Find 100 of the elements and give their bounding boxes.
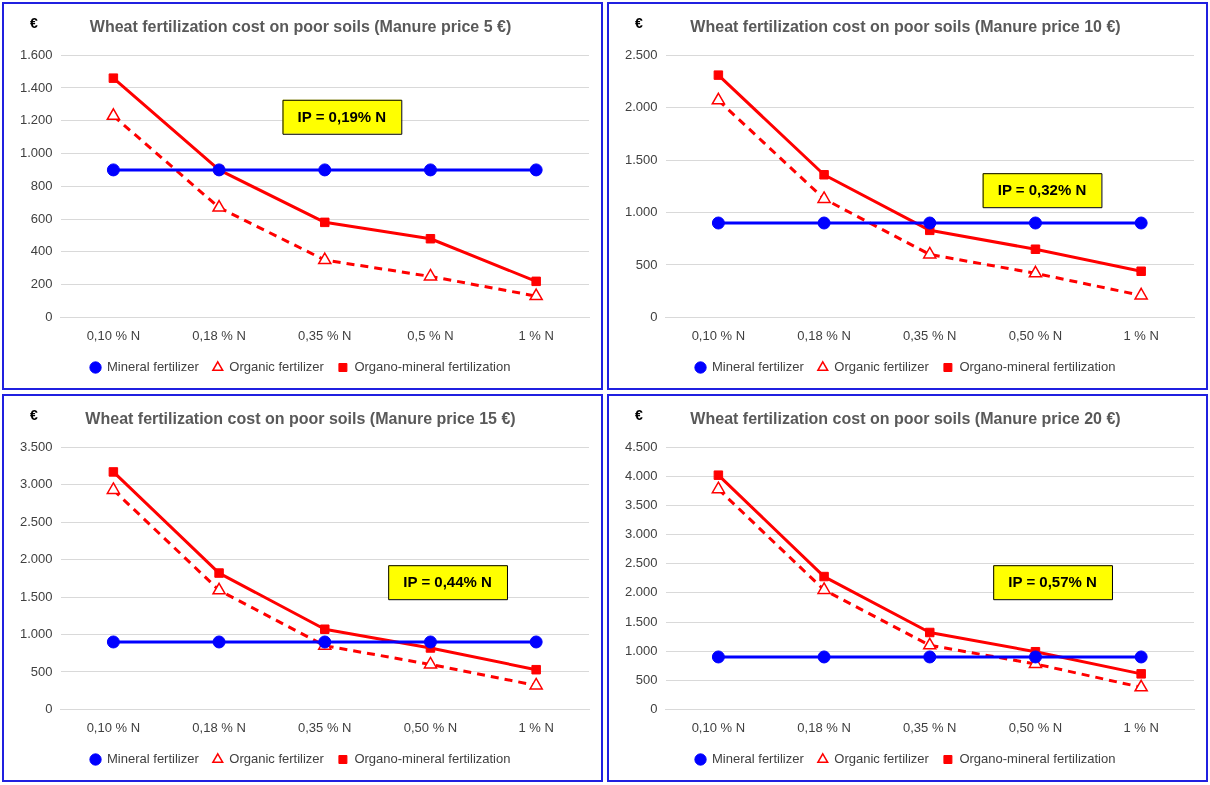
point [819,170,829,180]
x-tick-label: 1 % N [1123,327,1159,343]
x-tick-label: 1 % N [1123,719,1159,735]
x-tick-label: 0,18 % N [797,327,851,343]
y-tick-label: 1.500 [624,151,658,167]
y-tick-label: 1.000 [624,642,658,658]
point [106,108,121,121]
point [1028,650,1042,664]
y-tick-label: 600 [30,210,53,226]
y-tick-label: 1.000 [624,204,658,220]
y-tick-label: 1.500 [19,588,53,604]
y-tick-label: 2.000 [19,551,53,567]
legend-label: Organo-mineral fertilization [959,359,1116,375]
annotation: IP = 0,19% N [297,107,387,125]
legend-label: Organic fertilizer [229,751,325,767]
point [923,650,937,664]
point [1134,650,1148,664]
point [817,216,831,230]
point [713,470,724,480]
point [212,582,226,595]
legend-label: Mineral fertilizer [712,359,805,375]
annotation: IP = 0,32% N [997,181,1087,199]
legend-label: Organic fertilizer [834,359,930,375]
chart-title: Wheat fertilization cost on poor soils (Manure price 20 €) [690,410,1121,428]
point [425,234,436,244]
point [711,216,725,230]
point [106,482,121,495]
annotation: IP = 0,57% N [1008,573,1097,591]
point [320,624,330,634]
y-axis-title: € [635,14,643,31]
point [318,163,332,177]
x-tick-label: 0,10 % N [691,327,746,343]
x-tick-label: 0,35 % N [903,327,957,343]
y-tick-label: 1.000 [19,145,53,161]
x-tick-label: 0,10 % N [86,327,141,343]
chart-title: Wheat fertilization cost on poor soils (Manure price 15 €) [85,410,516,428]
point [529,635,543,649]
point [817,191,831,204]
point [713,70,724,80]
y-tick-label: 1.500 [624,613,658,629]
point [1134,679,1148,692]
legend-label: Organo-mineral fertilization [959,751,1116,767]
point [817,582,831,595]
legend-label: Mineral fertilizer [712,751,805,767]
y-tick-label: 500 [635,256,658,272]
y-tick-label: 800 [30,177,53,193]
y-tick-label: 2.500 [19,513,53,529]
x-tick-label: 0,35 % N [298,327,352,343]
point [711,481,726,494]
x-tick-label: 0,18 % N [192,719,246,735]
point [711,92,726,105]
point [212,635,226,649]
y-tick-label: 0 [650,700,658,716]
point [529,163,543,177]
point [1028,216,1042,230]
point [925,627,935,638]
annotation: IP = 0,44% N [403,573,492,591]
y-tick-label: 200 [30,276,53,292]
chart-title: Wheat fertilization cost on poor soils (Manure price 5 €) [89,18,512,36]
y-axis-title: € [30,14,38,31]
y-tick-label: 500 [30,663,53,679]
point [817,650,831,664]
point [423,656,438,669]
point [320,217,330,228]
point [1136,266,1146,276]
legend-label: Mineral fertilizer [107,751,200,767]
chart-title: Wheat fertilization cost on poor soils (Manure price 10 €) [690,18,1121,36]
y-tick-label: 2.500 [624,555,658,571]
y-tick-label: 2.000 [624,99,658,115]
x-tick-label: 0,35 % N [903,719,957,735]
x-tick-label: 1 % N [518,719,554,735]
y-tick-label: 4.500 [624,438,658,454]
x-tick-label: 0,5 % N [407,327,454,343]
y-tick-label: 0 [45,308,53,324]
point [711,650,725,664]
x-tick-label: 0,50 % N [403,719,458,735]
point [212,199,226,212]
x-tick-label: 0,35 % N [298,719,352,735]
point [1134,287,1148,300]
point [214,568,224,578]
y-tick-label: 1.400 [19,79,53,95]
point [423,163,437,177]
y-axis-title: € [30,406,38,423]
x-tick-label: 0,10 % N [691,719,746,735]
y-tick-label: 0 [45,700,53,716]
y-tick-label: 1.600 [19,46,53,62]
legend-label: Organo-mineral fertilization [354,359,511,375]
y-tick-label: 4.000 [624,467,658,483]
point [922,246,937,259]
point [317,252,332,265]
y-tick-label: 2.000 [624,584,658,600]
point [819,571,829,582]
point [1136,669,1146,679]
point [106,163,120,177]
point [1028,265,1043,278]
point [922,637,937,650]
point [923,216,937,230]
y-tick-label: 3.000 [19,476,53,492]
y-tick-label: 3.500 [19,438,53,454]
legend-label: Organic fertilizer [229,359,325,375]
